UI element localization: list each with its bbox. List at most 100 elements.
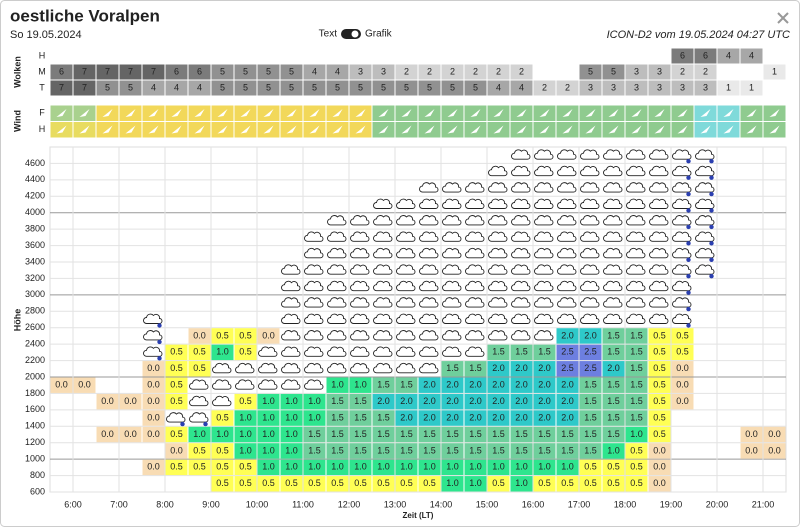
value-cell: [487, 459, 510, 476]
cell-value: 1.0: [400, 462, 413, 472]
y-tick-label: 600: [30, 486, 45, 496]
cloud-icon: [304, 280, 324, 292]
cell-value: 2.5: [584, 347, 597, 357]
wind-arrow: [539, 125, 550, 134]
wind-arrow: [700, 125, 711, 134]
cloud-icon: [419, 247, 439, 259]
wind-arrow: [654, 125, 665, 134]
cloud-value: 5: [220, 82, 225, 92]
cloud-shape: [166, 412, 186, 423]
x-tick-label: 9:00: [202, 499, 220, 509]
cloud-icon: [534, 330, 554, 341]
cloud-shape: [557, 264, 577, 275]
cloud-icon: [511, 264, 531, 275]
cloud-shape: [534, 313, 554, 324]
value-cell: [372, 476, 395, 492]
toggle-grafik[interactable]: Grafik: [365, 29, 393, 40]
cloud-value: 3: [657, 66, 662, 76]
cloud-shape: [695, 264, 715, 275]
cell-value: 0.0: [124, 396, 137, 406]
cloud-value: 6: [197, 66, 202, 76]
precip-drop: [709, 274, 714, 279]
cloud-icon: [511, 280, 531, 292]
cloud-shape: [442, 215, 462, 226]
x-tick-label: 8:00: [156, 499, 174, 509]
wind-arrow: [493, 109, 504, 117]
cloud-icon: [419, 198, 439, 209]
value-cell: [188, 344, 211, 361]
cell-value: 0.0: [653, 462, 666, 472]
value-cell: [50, 377, 73, 393]
cloud-icon: [603, 231, 623, 242]
cloud-cell: [303, 64, 326, 80]
cell-value: 1.0: [262, 412, 275, 422]
cloud-icon: [488, 280, 508, 292]
precip-drop: [686, 175, 691, 180]
cloud-precip-icon: [672, 280, 692, 295]
cloud-cell: [418, 80, 441, 96]
cloud-shape: [189, 379, 209, 390]
cell-value: 2.0: [515, 412, 528, 422]
cloud-shape: [373, 264, 393, 275]
cloud-icon: [511, 182, 531, 193]
toggle-text[interactable]: Text: [319, 29, 338, 40]
cell-value: 1.5: [584, 429, 597, 439]
wind-arrow: [309, 125, 320, 134]
cloud-icon: [327, 297, 347, 308]
cloud-cell: [119, 64, 142, 80]
cloud-value: 2: [473, 66, 478, 76]
value-cell: [395, 459, 418, 476]
wind-arrow: [493, 125, 504, 134]
cloud-cell: [487, 64, 510, 80]
wind-arrow: [56, 109, 67, 117]
cloud-icon: [419, 280, 439, 292]
cloud-shape: [672, 313, 692, 324]
cloud-icon: [534, 231, 554, 242]
value-cell: [211, 344, 234, 361]
precip-drop: [180, 421, 185, 427]
value-cell: [556, 410, 579, 426]
cloud-icon: [350, 264, 370, 275]
cloud-icon: [465, 198, 485, 209]
cloud-shape: [419, 247, 439, 259]
cloud-icon: [442, 264, 462, 275]
cloud-value: 6: [174, 66, 179, 76]
cell-value: 0.0: [147, 396, 160, 406]
cloud-icon: [603, 165, 623, 177]
value-cell: [326, 393, 349, 410]
cloud-icon: [626, 215, 646, 226]
value-cell: [579, 426, 602, 443]
y-tick-label: 800: [30, 470, 45, 480]
cloud-icon: [603, 215, 623, 226]
cloud-shape: [511, 297, 531, 308]
cloud-value: 3: [680, 82, 685, 92]
value-cell: [556, 426, 579, 443]
cloud-shape: [649, 198, 669, 209]
cell-value: 2.0: [423, 412, 436, 422]
close-button[interactable]: [777, 12, 789, 24]
cloud-shape: [626, 182, 646, 193]
cloud-precip-icon: [672, 182, 692, 197]
cell-value: 2.0: [607, 363, 620, 373]
cloud-shape: [603, 182, 623, 193]
cloud-icon: [419, 215, 439, 226]
cloud-shape: [534, 215, 554, 226]
cell-value: 2.0: [538, 363, 551, 373]
cell-value: 0.5: [193, 445, 206, 455]
cell-value: 1.0: [377, 462, 390, 472]
cloud-cell: [211, 80, 234, 96]
cloud-shape: [488, 313, 508, 324]
cloud-shape: [534, 231, 554, 242]
cloud-shape: [580, 149, 600, 160]
cloud-cell: [625, 64, 648, 80]
cloud-shape: [304, 280, 324, 292]
cloud-shape: [373, 330, 393, 341]
cloud-shape: [488, 280, 508, 292]
cloud-value: 3: [588, 82, 593, 92]
cell-value: 0.0: [193, 330, 206, 340]
wind-arrow: [769, 125, 780, 134]
cell-value: 0.0: [262, 330, 275, 340]
cloud-shape: [373, 231, 393, 242]
wind-arrow: [56, 125, 67, 134]
cloud-shape: [672, 149, 692, 160]
